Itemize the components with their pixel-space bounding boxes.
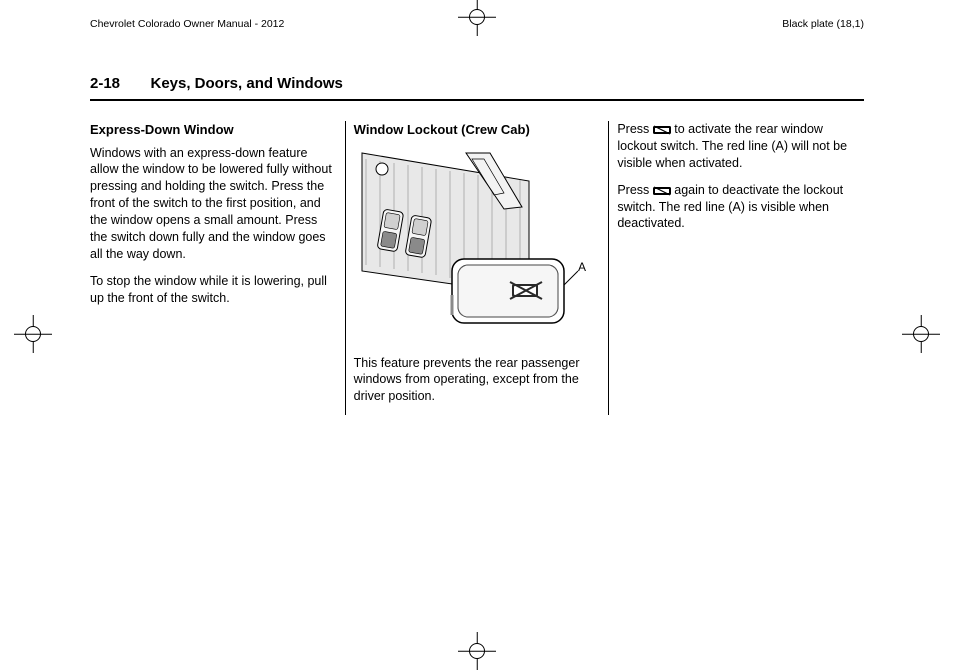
figure-callout-a: A — [578, 260, 586, 274]
print-header-right: Black plate (18,1) — [782, 18, 864, 30]
col2-heading: Window Lockout (Crew Cab) — [354, 121, 601, 139]
col3-para-1: Press to activate the rear window lockou… — [617, 121, 864, 172]
page-body: 2-18 Keys, Doors, and Windows Express-Do… — [90, 75, 864, 415]
registration-mark-left — [14, 315, 52, 353]
col1-para-1: Windows with an express-down feature all… — [90, 145, 337, 263]
col3-p2-pre: Press — [617, 183, 652, 197]
lockout-icon — [653, 184, 671, 194]
col2-caption: This feature prevents the rear passenger… — [354, 355, 601, 406]
page-number: 2-18 — [90, 75, 120, 92]
registration-mark-top — [458, 0, 496, 36]
column-2: Window Lockout (Crew Cab) — [345, 121, 609, 415]
print-header-left: Chevrolet Colorado Owner Manual - 2012 — [90, 18, 284, 30]
page-header: 2-18 Keys, Doors, and Windows — [90, 75, 864, 101]
window-lockout-figure: A — [354, 145, 586, 345]
col3-p1-pre: Press — [617, 122, 652, 136]
col3-para-2: Press again to deactivate the lockout sw… — [617, 182, 864, 233]
lockout-icon — [653, 123, 671, 133]
col1-para-2: To stop the window while it is lowering,… — [90, 273, 337, 307]
chapter-title: Keys, Doors, and Windows — [150, 75, 342, 92]
registration-mark-bottom — [458, 632, 496, 670]
column-1: Express-Down Window Windows with an expr… — [90, 121, 345, 415]
content-columns: Express-Down Window Windows with an expr… — [90, 121, 864, 415]
column-3: Press to activate the rear window lockou… — [608, 121, 864, 415]
col1-heading: Express-Down Window — [90, 121, 337, 139]
registration-mark-right — [902, 315, 940, 353]
